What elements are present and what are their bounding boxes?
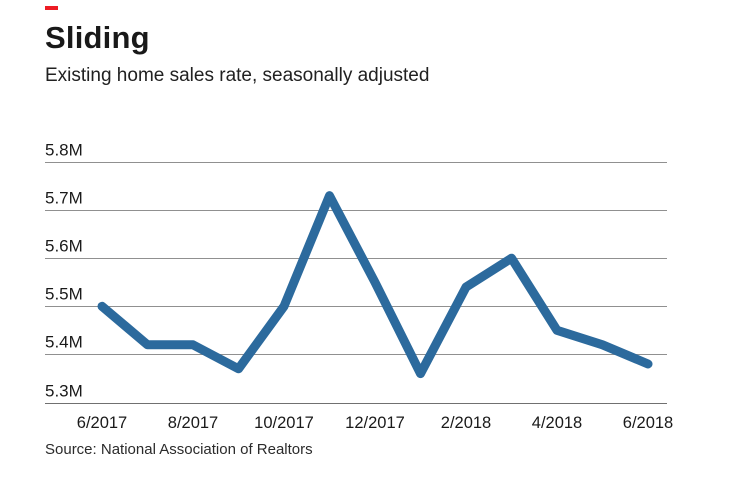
y-tick-label: 5.4M: [45, 333, 83, 352]
chart-line: [97, 191, 653, 379]
x-tick-label: 6/2017: [77, 414, 127, 432]
y-tick-label: 5.3M: [45, 382, 83, 401]
x-tick-label: 10/2017: [254, 414, 314, 432]
source-note: Source: National Association of Realtors: [45, 441, 313, 458]
x-tick-label: 6/2018: [623, 414, 673, 432]
x-tick-label: 8/2017: [168, 414, 218, 432]
y-tick-label: 5.6M: [45, 237, 83, 256]
x-tick-label: 2/2018: [441, 414, 491, 432]
chart-subtitle: Existing home sales rate, seasonally adj…: [45, 65, 430, 86]
x-tick-label: 4/2018: [532, 414, 582, 432]
x-tick-label: 12/2017: [345, 414, 405, 432]
chart-title: Sliding: [45, 20, 150, 55]
y-tick-label: 5.7M: [45, 189, 83, 208]
y-tick-label: 5.5M: [45, 285, 83, 304]
y-tick-label: 5.8M: [45, 141, 83, 160]
red-accent-dash: [45, 6, 58, 10]
